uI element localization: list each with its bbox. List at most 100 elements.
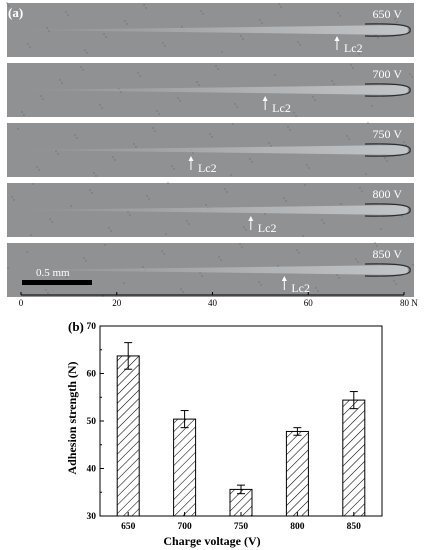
x-tick-label: 750: [234, 522, 249, 532]
scratch-strip: 750 V Lc2: [7, 122, 414, 177]
load-axis-tick-label: 0: [19, 298, 24, 308]
lc2-arrow-head: [281, 276, 287, 281]
speckle: [209, 133, 211, 135]
x-axis-label: Charge voltage (V): [163, 534, 260, 548]
speckle: [317, 290, 319, 292]
voltage-label: 650 V: [373, 7, 403, 21]
speckle: [298, 252, 300, 254]
speckle: [361, 190, 363, 192]
scale-bar: 0.5 mm: [22, 267, 92, 285]
speckle: [205, 204, 207, 206]
speckle: [268, 142, 270, 144]
speckle: [188, 223, 190, 225]
speckle: [66, 276, 68, 278]
speckle: [215, 65, 217, 67]
lc2-arrow-head: [248, 216, 254, 221]
y-tick-label: 50: [87, 417, 97, 427]
scratch-track: [25, 205, 408, 215]
x-tick-label: 700: [177, 522, 192, 532]
speckle: [45, 289, 47, 291]
speckle: [27, 43, 29, 45]
bar: [285, 430, 309, 517]
speckle: [336, 274, 338, 276]
scratch-track: [25, 265, 408, 275]
speckle: [135, 146, 137, 148]
speckle: [89, 189, 91, 191]
x-tick-label: 850: [347, 522, 362, 532]
speckle: [249, 158, 251, 160]
speckle: [285, 200, 287, 202]
speckle: [287, 126, 289, 128]
scratch-track: [25, 25, 408, 35]
speckle: [365, 173, 367, 175]
speckle: [6, 2, 8, 4]
speckle: [374, 242, 376, 244]
speckle: [7, 267, 9, 269]
speckle: [61, 82, 63, 84]
speckle: [230, 174, 232, 176]
speckle: [371, 105, 373, 107]
speckle: [164, 45, 166, 47]
speckle: [129, 214, 131, 216]
speckle: [30, 234, 32, 236]
speckle: [161, 250, 163, 252]
speckle: [295, 115, 297, 117]
load-axis-tick-label: 20: [112, 298, 122, 308]
speckle: [198, 84, 200, 86]
speckle: [36, 166, 38, 168]
speckle: [40, 95, 42, 97]
speckle: [293, 112, 295, 114]
speckle: [239, 243, 241, 245]
speckle: [145, 7, 147, 9]
speckle: [104, 244, 106, 246]
speckle: [126, 23, 128, 25]
speckle: [358, 53, 360, 55]
load-axis: 0 20 40 60 80 N: [19, 292, 418, 308]
speckle: [352, 67, 354, 69]
speckle: [241, 246, 243, 248]
speckle: [142, 266, 144, 268]
speckle: [154, 130, 156, 132]
speckle: [162, 42, 164, 44]
speckle: [26, 251, 28, 253]
speckle: [181, 26, 183, 28]
speckle: [323, 222, 325, 224]
voltage-label: 700 V: [373, 67, 403, 81]
speckle: [137, 72, 139, 74]
speckle: [367, 122, 369, 124]
speckle: [196, 81, 198, 83]
speckle: [308, 167, 310, 169]
speckle: [384, 157, 386, 159]
speckle: [139, 75, 141, 77]
lc2-label: Lc2: [291, 281, 310, 295]
speckle: [199, 272, 201, 274]
speckle: [270, 145, 272, 147]
speckle: [80, 66, 82, 68]
bar: [342, 399, 366, 517]
speckle: [337, 12, 339, 14]
lc2-label: Lc2: [258, 221, 277, 235]
speckle: [306, 164, 308, 166]
speckle: [51, 221, 53, 223]
speckle: [218, 256, 220, 258]
speckle: [64, 273, 66, 275]
speckle: [48, 30, 50, 32]
x-tick-label: 650: [121, 522, 136, 532]
speckle: [21, 111, 23, 113]
speckle: [280, 6, 282, 8]
speckle: [49, 218, 51, 220]
scratch-track-panel: 650 V Lc2 700 V Lc2 750 V Lc2 800 V Lc2 850 V Lc2…: [6, 2, 418, 308]
speckle: [356, 50, 358, 52]
speckle: [297, 41, 299, 43]
speckle: [8, 5, 10, 7]
speckle: [93, 172, 95, 174]
scale-bar-label: 0.5 mm: [36, 267, 70, 279]
speckle: [264, 213, 266, 215]
speckle: [83, 257, 85, 259]
speckle: [376, 245, 378, 247]
speckle: [156, 110, 158, 112]
speckle: [234, 103, 236, 105]
speckle: [375, 34, 377, 36]
voltage-label: 800 V: [373, 187, 403, 201]
speckle: [315, 287, 317, 289]
